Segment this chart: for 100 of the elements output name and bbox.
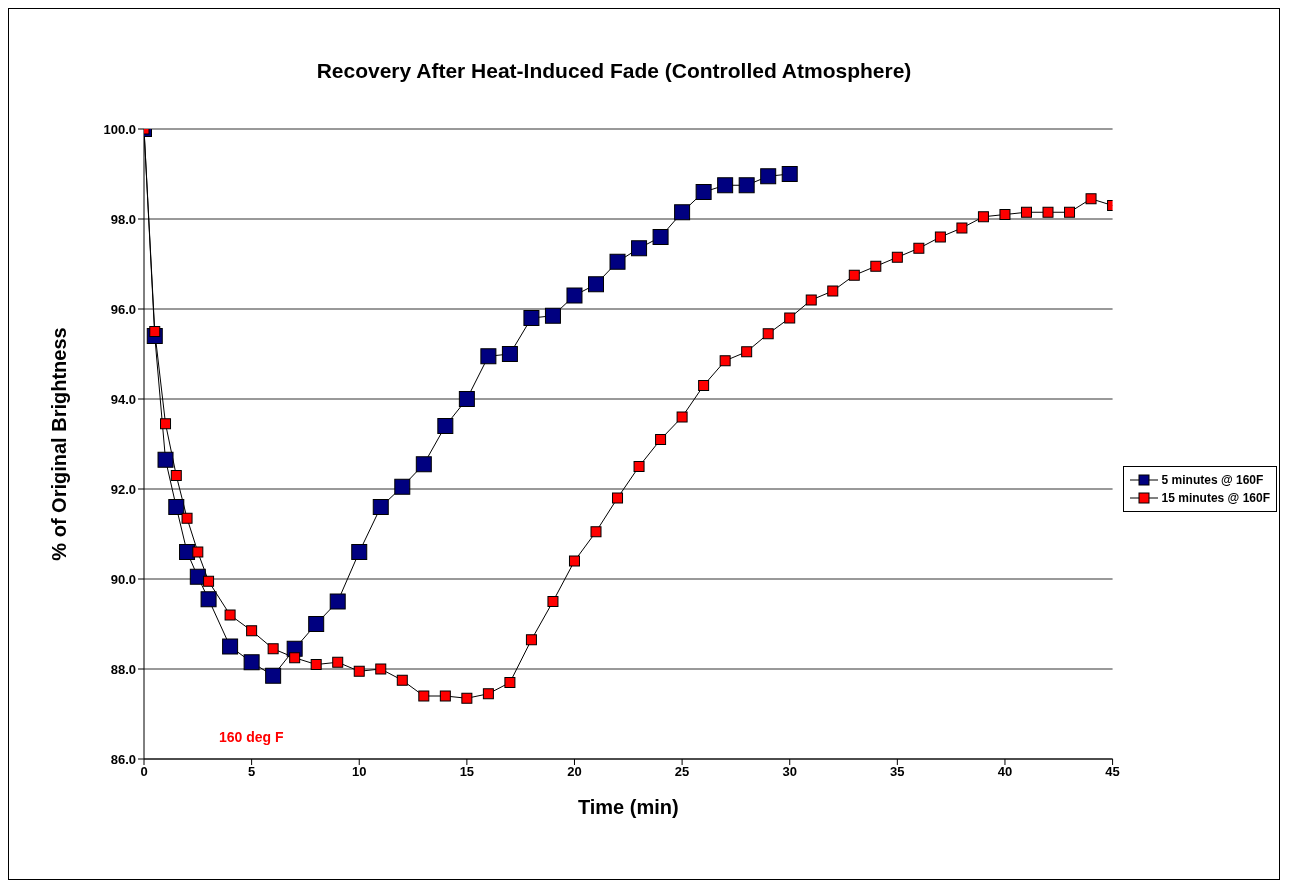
point — [265, 667, 282, 684]
legend-label: 15 minutes @ 160F — [1161, 490, 1270, 507]
point — [308, 616, 325, 632]
point — [544, 307, 561, 324]
x-tick-label: 15 — [459, 764, 475, 780]
point — [827, 285, 839, 297]
point — [762, 328, 774, 340]
point — [246, 625, 258, 637]
x-tick-label: 45 — [1105, 764, 1120, 780]
point — [717, 177, 734, 194]
point — [741, 346, 753, 358]
point — [480, 348, 497, 365]
point — [590, 526, 602, 538]
y-tick-label: 96.0 — [110, 301, 136, 317]
point — [437, 418, 454, 434]
y-tick-label: 90.0 — [110, 571, 136, 587]
x-tick-label: 5 — [248, 764, 256, 780]
point — [439, 690, 451, 702]
point — [848, 269, 860, 281]
annotation: 160 deg F — [219, 729, 284, 745]
y-tick-label: 94.0 — [110, 391, 136, 407]
point — [160, 418, 172, 430]
point — [501, 346, 518, 362]
point — [760, 168, 777, 185]
x-tick-label: 35 — [890, 764, 905, 780]
point — [157, 451, 174, 468]
point — [674, 204, 691, 221]
point — [609, 253, 626, 270]
point — [181, 512, 193, 524]
point — [568, 555, 580, 567]
x-tick-label: 0 — [140, 764, 148, 780]
point — [418, 690, 430, 702]
point — [329, 593, 346, 610]
point — [913, 242, 925, 254]
x-tick-label: 40 — [997, 764, 1013, 780]
point — [956, 222, 968, 234]
x-tick-label: 25 — [674, 764, 690, 780]
point — [523, 310, 540, 326]
point — [999, 209, 1011, 220]
point — [375, 663, 387, 675]
point — [200, 591, 217, 608]
point — [372, 499, 389, 515]
point — [633, 461, 645, 472]
point — [977, 211, 989, 223]
point — [189, 568, 206, 585]
point — [655, 434, 667, 445]
point — [738, 177, 755, 194]
point — [394, 478, 411, 495]
point — [612, 492, 624, 504]
point — [695, 184, 712, 200]
point — [676, 411, 688, 423]
y-tick-label: 100.0 — [103, 121, 136, 137]
point — [631, 240, 648, 257]
point — [415, 456, 432, 473]
point — [504, 677, 516, 688]
point — [203, 575, 215, 587]
y-tick-label: 98.0 — [110, 211, 136, 227]
y-tick-label: 86.0 — [110, 751, 136, 767]
chart-title: Recovery After Heat-Induced Fade (Controlled Atmosphere) — [315, 58, 913, 84]
point — [566, 287, 583, 304]
point — [1042, 206, 1054, 218]
x-tick-label: 10 — [352, 764, 367, 780]
point — [170, 470, 182, 481]
point — [588, 276, 604, 293]
point — [1064, 206, 1076, 218]
point — [891, 251, 903, 263]
point — [870, 260, 882, 272]
point — [1085, 193, 1097, 205]
y-axis-title: % of Original Brightness — [48, 327, 71, 561]
point — [243, 654, 260, 671]
point — [698, 380, 710, 391]
point — [351, 544, 368, 560]
point — [267, 643, 279, 655]
point — [784, 312, 796, 324]
point — [719, 355, 731, 367]
point — [781, 166, 798, 182]
point — [805, 294, 817, 306]
point — [332, 656, 344, 668]
x-axis-title: Time (min) — [577, 796, 679, 818]
point — [482, 688, 494, 700]
point — [222, 638, 239, 655]
legend-label: 5 minutes @ 160F — [1161, 472, 1264, 489]
y-tick-label: 92.0 — [110, 481, 136, 497]
point — [934, 231, 946, 243]
point — [461, 692, 473, 704]
point — [458, 391, 475, 407]
point — [224, 609, 236, 621]
x-tick-label: 20 — [567, 764, 582, 780]
point — [652, 229, 669, 245]
y-tick-label: 88.0 — [110, 661, 136, 677]
point — [396, 674, 408, 686]
point — [1020, 206, 1032, 218]
point — [289, 652, 301, 664]
point — [168, 499, 185, 515]
point — [310, 659, 322, 670]
x-tick-label: 30 — [782, 764, 797, 780]
point — [525, 634, 537, 646]
point — [353, 665, 365, 677]
point — [547, 596, 559, 607]
point — [192, 546, 204, 558]
